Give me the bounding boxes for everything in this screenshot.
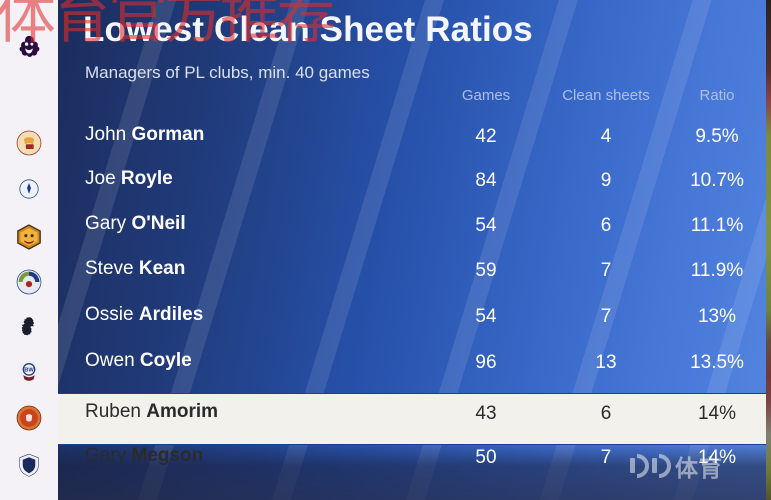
svg-text:BW: BW (24, 367, 34, 373)
